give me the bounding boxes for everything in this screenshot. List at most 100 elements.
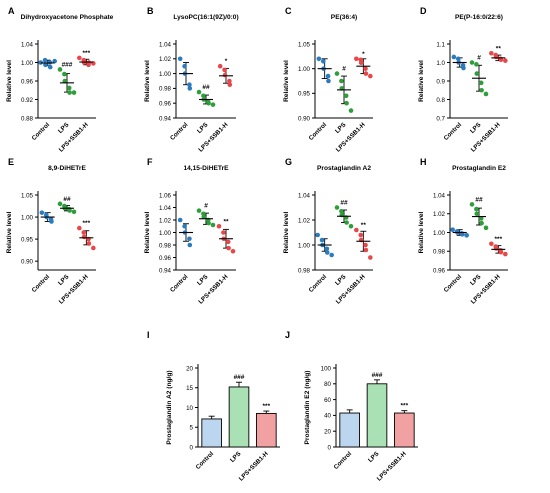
y-axis-label: Relative level bbox=[144, 60, 151, 102]
data-point bbox=[464, 233, 469, 238]
x-tick-label: Control bbox=[308, 273, 329, 294]
y-tick-label: 0.96 bbox=[21, 78, 34, 85]
panel-a: 0.88 0.92 0.96 1.00 1.04 Relative level A Dihyd… bbox=[6, 6, 114, 154]
data-point bbox=[334, 71, 340, 76]
data-point bbox=[503, 58, 508, 63]
data-point bbox=[478, 216, 484, 221]
chart-title: 8,9-DiHETrE bbox=[48, 165, 86, 172]
significance-label: # bbox=[477, 55, 481, 62]
panel-letter: C bbox=[285, 6, 292, 16]
x-tick-label: Control bbox=[443, 273, 464, 294]
significance-label: * bbox=[225, 58, 228, 65]
data-point bbox=[469, 202, 475, 207]
data-point bbox=[86, 241, 92, 246]
y-tick-label: 5 bbox=[190, 425, 194, 432]
data-point bbox=[479, 87, 484, 93]
significance-label: *** bbox=[263, 403, 271, 410]
data-point bbox=[67, 90, 72, 95]
data-point bbox=[339, 208, 344, 214]
data-point bbox=[43, 62, 48, 68]
data-point bbox=[489, 50, 494, 56]
data-point bbox=[451, 54, 457, 60]
data-point bbox=[334, 205, 340, 210]
data-point bbox=[450, 227, 455, 232]
data-point bbox=[348, 108, 354, 113]
x-tick-label: LPS bbox=[196, 121, 209, 134]
y-tick-label: 100 bbox=[321, 365, 332, 372]
data-point bbox=[222, 67, 227, 73]
data-point bbox=[66, 85, 72, 91]
bar bbox=[339, 412, 360, 448]
x-tick-label: LPS+SSB1-H bbox=[238, 450, 270, 482]
y-tick-label: 80 bbox=[324, 381, 331, 388]
x-tick-label: Control bbox=[443, 121, 464, 142]
data-point bbox=[358, 232, 364, 238]
data-point bbox=[217, 63, 223, 69]
panel-b: 0.94 0.96 0.98 1.00 1.02 1.04 Relative level B L… bbox=[144, 6, 239, 154]
data-point bbox=[71, 209, 77, 215]
data-point bbox=[201, 214, 207, 220]
x-tick-label: Control bbox=[195, 450, 216, 471]
data-point bbox=[67, 208, 72, 213]
data-point bbox=[210, 102, 216, 107]
chart-title: PE(P-16:0/22:6) bbox=[455, 14, 503, 21]
x-tick-label: Control bbox=[169, 121, 190, 142]
y-tick-label: 1.00 bbox=[298, 242, 311, 249]
data-point bbox=[177, 56, 183, 62]
data-point bbox=[81, 230, 87, 235]
significance-label: ### bbox=[62, 61, 73, 68]
data-point bbox=[206, 100, 211, 106]
significance-label: ** bbox=[496, 45, 502, 52]
data-point bbox=[49, 219, 54, 224]
data-point bbox=[319, 237, 325, 243]
chart-title: PE(36:4) bbox=[331, 14, 357, 21]
y-axis-label: Relative level bbox=[6, 60, 13, 102]
x-tick-label: LPS bbox=[469, 273, 482, 286]
y-tick-label: 1.06 bbox=[159, 192, 172, 199]
y-tick-label: 0.96 bbox=[433, 267, 446, 274]
significance-label: ** bbox=[223, 218, 229, 225]
data-point bbox=[216, 223, 222, 229]
data-point bbox=[363, 66, 368, 71]
data-point bbox=[483, 225, 489, 231]
panel-letter: F bbox=[147, 157, 153, 167]
x-tick-label: LPS bbox=[334, 273, 347, 286]
significance-label: ## bbox=[63, 196, 71, 203]
data-point bbox=[187, 242, 193, 248]
y-axis-label: Relative level bbox=[418, 60, 425, 102]
data-point bbox=[222, 72, 228, 78]
data-point bbox=[230, 248, 236, 254]
data-point bbox=[221, 230, 226, 235]
bar bbox=[366, 383, 388, 448]
data-point bbox=[47, 64, 53, 70]
y-tick-label: 0.96 bbox=[159, 255, 172, 262]
data-point bbox=[339, 78, 344, 84]
significance-label: *** bbox=[83, 220, 91, 227]
data-point bbox=[325, 73, 331, 79]
data-point bbox=[196, 89, 202, 95]
bar bbox=[256, 412, 277, 448]
panel-j: 0 20 40 60 80 100 Prostaglandin E2 (ng/g) J Cont… bbox=[285, 330, 418, 483]
y-tick-label: 0.94 bbox=[159, 115, 172, 122]
data-point bbox=[210, 222, 216, 228]
y-tick-label: 1.05 bbox=[298, 41, 311, 48]
y-tick-label: 1.05 bbox=[21, 192, 34, 199]
chart-title: Prostaglandin A2 bbox=[317, 165, 371, 172]
data-point bbox=[227, 82, 233, 87]
significance-label: # bbox=[204, 203, 208, 210]
data-point bbox=[187, 82, 192, 87]
data-point bbox=[182, 223, 187, 229]
significance-label: *** bbox=[401, 403, 409, 410]
x-tick-label: LPS bbox=[334, 121, 347, 134]
significance-label: # bbox=[342, 66, 346, 73]
data-point bbox=[354, 56, 359, 62]
y-tick-label: 0.88 bbox=[21, 115, 34, 122]
significance-label: ## bbox=[475, 196, 483, 203]
data-point bbox=[52, 58, 57, 64]
data-point bbox=[354, 227, 359, 233]
significance-label: ## bbox=[202, 84, 210, 91]
y-tick-label: 1.00 bbox=[298, 66, 311, 73]
y-tick-label: 1.02 bbox=[433, 211, 446, 218]
y-tick-label: 1.1 bbox=[436, 41, 445, 48]
data-point bbox=[324, 250, 330, 255]
